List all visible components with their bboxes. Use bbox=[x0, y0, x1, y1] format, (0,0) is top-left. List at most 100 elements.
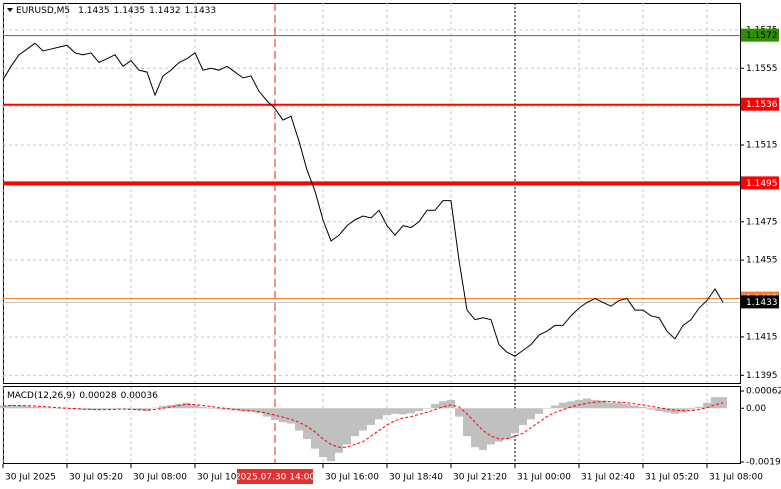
level-label: 1.1433 bbox=[746, 298, 778, 308]
macd-bar bbox=[639, 406, 647, 409]
macd-bar bbox=[575, 399, 583, 409]
macd-bar bbox=[215, 408, 223, 410]
macd-bar bbox=[519, 408, 527, 425]
x-tick-label: 31 Jul 02:40 bbox=[581, 473, 635, 483]
level-label-box bbox=[741, 176, 779, 190]
macd-bar bbox=[423, 408, 431, 409]
macd-bar bbox=[287, 408, 295, 424]
macd-bar bbox=[39, 407, 47, 409]
y-tick-label: 1.1475 bbox=[746, 217, 778, 227]
ohlc-value: 1.1435 bbox=[78, 6, 110, 16]
ohlc-value: 1.1432 bbox=[149, 6, 181, 16]
macd-bar bbox=[607, 402, 615, 409]
macd-bar bbox=[591, 399, 599, 409]
macd-bar bbox=[447, 399, 455, 409]
macd-bar bbox=[615, 402, 623, 409]
macd-bar bbox=[151, 407, 159, 409]
macd-bar bbox=[7, 404, 15, 409]
crosshair-label-box bbox=[237, 469, 313, 484]
level-label-box bbox=[741, 28, 779, 42]
x-tick-label: 31 Jul 00:00 bbox=[517, 473, 571, 483]
macd-bar bbox=[239, 408, 247, 412]
level-label: 1.1495 bbox=[746, 179, 778, 189]
macd-bar bbox=[327, 408, 335, 462]
macd-bar bbox=[583, 398, 591, 409]
macd-bar bbox=[183, 402, 191, 409]
macd-bar bbox=[479, 408, 487, 451]
macd-bar bbox=[143, 408, 151, 412]
macd-bar bbox=[663, 408, 671, 413]
x-tick-label: 30 Jul 2025 bbox=[5, 473, 56, 483]
macd-bar bbox=[87, 408, 95, 410]
y-tick-label: 0.00062 bbox=[746, 387, 781, 397]
macd-bar bbox=[351, 408, 359, 437]
y-tick-label: 1.1395 bbox=[746, 371, 778, 381]
macd-bar bbox=[511, 408, 519, 434]
macd-bar bbox=[471, 408, 479, 448]
macd-bar bbox=[279, 408, 287, 423]
macd-bar bbox=[295, 408, 303, 431]
price-line bbox=[2, 42, 724, 357]
y-tick-label: 0.00 bbox=[746, 404, 766, 414]
macd-bar bbox=[711, 397, 719, 409]
chart-title: EURUSD,M5 bbox=[16, 6, 70, 16]
level-label-box bbox=[741, 295, 779, 309]
macd-bar bbox=[703, 402, 711, 409]
y-tick-label: 1.1415 bbox=[746, 332, 778, 342]
macd-bar bbox=[247, 408, 255, 412]
macd-bar bbox=[191, 404, 199, 409]
y-tick-label: 1.1555 bbox=[746, 64, 778, 74]
macd-bar bbox=[671, 408, 679, 414]
y-tick-label: 1.1455 bbox=[746, 256, 778, 266]
macd-bar bbox=[631, 405, 639, 409]
macd-bar bbox=[111, 408, 119, 410]
macd-bar bbox=[431, 404, 439, 409]
macd-bar bbox=[335, 408, 343, 453]
macd-bar bbox=[559, 402, 567, 409]
price-panel bbox=[3, 3, 741, 384]
x-tick-label: 30 Jul 10:40 bbox=[197, 473, 251, 483]
macd-bar bbox=[543, 408, 551, 409]
macd-bar bbox=[527, 408, 535, 420]
macd-bar bbox=[95, 408, 103, 410]
macd-bar bbox=[695, 406, 703, 409]
macd-bar bbox=[127, 408, 135, 410]
macd-bar bbox=[495, 408, 503, 442]
chart-header: EURUSD,M5 1.1435 1.1435 1.1432 1.1433 bbox=[16, 6, 216, 16]
macd-bar bbox=[175, 403, 183, 409]
macd-bar bbox=[503, 408, 511, 439]
x-tick-label: 30 Jul 18:40 bbox=[389, 473, 443, 483]
x-tick-label: 31 Jul 05:20 bbox=[645, 473, 699, 483]
macd-bar bbox=[55, 408, 63, 409]
macd-title: MACD(12,26,9) bbox=[7, 391, 75, 401]
ohlc-value: 1.1435 bbox=[114, 6, 146, 16]
macd-header: MACD(12,26,9) 0.00028 0.00036 bbox=[7, 391, 158, 401]
macd-bar bbox=[119, 408, 127, 409]
macd-bar bbox=[223, 408, 231, 410]
macd-bar bbox=[207, 408, 215, 409]
macd-bar bbox=[647, 408, 655, 410]
x-tick-label: 31 Jul 08:00 bbox=[709, 473, 763, 483]
macd-bar bbox=[0, 405, 7, 409]
macd-bar bbox=[271, 408, 279, 420]
macd-bar bbox=[319, 408, 327, 457]
y-tick-label: 1.1515 bbox=[746, 141, 778, 151]
macd-bar bbox=[487, 408, 495, 445]
macd-bar bbox=[23, 406, 31, 409]
macd-bar bbox=[551, 405, 559, 409]
x-tick-label: 2025.07.30 14:00 bbox=[235, 473, 316, 483]
macd-bar bbox=[367, 408, 375, 425]
macd-bar bbox=[263, 408, 271, 417]
macd-bar bbox=[463, 408, 471, 437]
macd-bar bbox=[255, 408, 263, 414]
macd-bar bbox=[687, 408, 695, 410]
macd-bar bbox=[103, 408, 111, 410]
macd-signal bbox=[2, 401, 724, 448]
menu-arrow[interactable] bbox=[7, 8, 13, 12]
macd-bar bbox=[15, 405, 23, 409]
macd-bar bbox=[303, 408, 311, 439]
level-label: 1.1536 bbox=[746, 100, 778, 110]
